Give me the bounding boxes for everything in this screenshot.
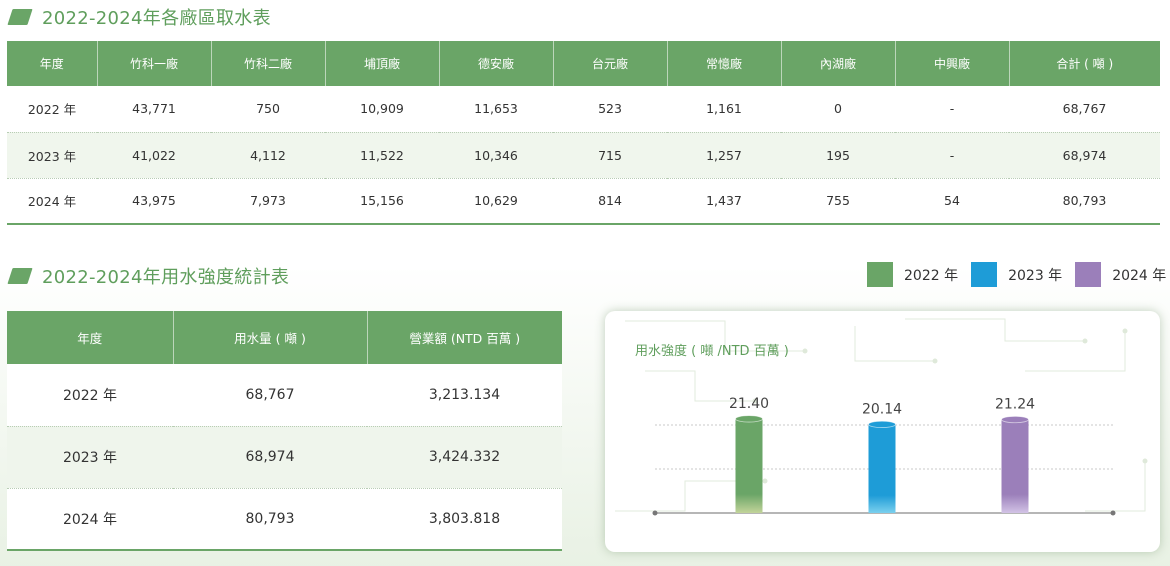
chart-bar-cap-2 (1001, 415, 1029, 424)
chart-data-label-2: 21.24 (995, 397, 1035, 413)
water-intensity-bar-chart: 21.40 20.14 21.24 (652, 396, 1116, 516)
table-cell: 43,771 (97, 86, 211, 133)
table-row: 2022 年 43,771 750 10,909 11,653 523 1,16… (7, 86, 1160, 133)
chart-legend: 2022 年 2023 年 2024 年 (867, 262, 1166, 287)
header-changyi-fab: 常憶廠 (666, 41, 781, 86)
header-zhongxing-fab: 中興廠 (894, 41, 1009, 86)
table-cell: - (895, 132, 1009, 179)
table-cell: 1,437 (667, 178, 781, 225)
legend-swatch (971, 262, 998, 287)
table-cell: 750 (211, 86, 325, 133)
header-taiyuan-fab: 台元廠 (552, 41, 667, 86)
header-revenue: 營業額 (NTD 百萬 ) (366, 311, 562, 364)
table-cell: 43,975 (97, 178, 211, 225)
chart-bar-1 (868, 424, 896, 513)
header-year: 年度 (7, 41, 97, 86)
table-cell: 80,793 (1009, 178, 1160, 225)
chart-bar-0 (735, 418, 763, 513)
table-cell: 68,974 (1009, 132, 1160, 179)
legend-swatch (867, 262, 893, 287)
header-hsinchu-fab1: 竹科一廠 (96, 41, 211, 86)
table-cell: 3,424.332 (367, 426, 562, 489)
title-marker-icon (7, 268, 33, 284)
circuit-background (615, 318, 1148, 512)
header-water-usage: 用水量 ( 噸 ) (172, 311, 367, 364)
section-title-text: 2022-2024年各廠區取水表 (42, 8, 271, 29)
chart-axis-endpoint (652, 510, 658, 516)
table-cell: 10,629 (439, 178, 553, 225)
table-cell: 68,767 (1009, 86, 1160, 133)
table-cell: 2023 年 (7, 132, 97, 179)
table-cell: 80,793 (173, 488, 367, 551)
table-cell: 755 (781, 178, 895, 225)
table-cell: 11,653 (439, 86, 553, 133)
water-intensity-table: 年度 用水量 ( 噸 ) 營業額 (NTD 百萬 ) 2022 年 68,767… (7, 311, 562, 551)
table-cell: 10,346 (439, 132, 553, 179)
chart-data-label-1: 20.14 (862, 401, 902, 417)
table-cell: 7,973 (211, 178, 325, 225)
table-cell: 54 (895, 178, 1009, 225)
table-cell: 2022 年 (7, 86, 97, 133)
table-cell: 0 (781, 86, 895, 133)
table-cell: 11,522 (325, 132, 439, 179)
table-cell: 3,803.818 (367, 488, 562, 551)
table-cell: 10,909 (325, 86, 439, 133)
table-row: 2024 年 43,975 7,973 15,156 10,629 814 1,… (7, 178, 1160, 225)
header-hsinchu-fab2: 竹科二廠 (210, 41, 325, 86)
chart-bar-cap-0 (735, 415, 763, 423)
water-intensity-chart-card: 用水強度 ( 噸 /NTD 百萬 ) 21.40 20.14 21.24 (605, 311, 1160, 552)
table-row: 2023 年 68,974 3,424.332 (7, 426, 562, 489)
table-cell: 1,161 (667, 86, 781, 133)
table-cell: 1,257 (667, 132, 781, 179)
legend-item-2024: 2024 年 (1075, 262, 1166, 287)
table-cell: 3,213.134 (367, 364, 562, 427)
section-title-water-intensity: 2022-2024年用水強度統計表 (7, 263, 290, 289)
water-withdrawal-table: 年度 竹科一廠 竹科二廠 埔頂廠 德安廠 台元廠 常憶廠 內湖廠 中興廠 合計 … (7, 41, 1160, 225)
header-total: 合計 ( 噸 ) (1008, 41, 1160, 86)
table-cell: 41,022 (97, 132, 211, 179)
table-cell: 2022 年 (7, 364, 173, 427)
section-title-text: 2022-2024年用水強度統計表 (42, 267, 290, 288)
table-cell: 715 (553, 132, 667, 179)
table-cell: 195 (781, 132, 895, 179)
table-cell: 2024 年 (7, 178, 97, 225)
chart-title: 用水強度 ( 噸 /NTD 百萬 ) (635, 344, 789, 359)
legend-label: 2023 年 (1008, 267, 1063, 284)
chart-data-label-0: 21.40 (729, 396, 769, 412)
table-row: 2024 年 80,793 3,803.818 (7, 488, 562, 551)
header-puding-fab: 埔頂廠 (324, 41, 439, 86)
legend-item-2023: 2023 年 (971, 262, 1062, 287)
table-cell: 814 (553, 178, 667, 225)
table-cell: 2023 年 (7, 426, 173, 489)
chart-bar-2 (1001, 419, 1029, 513)
header-neihu-fab: 內湖廠 (780, 41, 895, 86)
legend-label: 2024 年 (1112, 267, 1167, 284)
legend-item-2022: 2022 年 (867, 262, 958, 287)
table-cell: 523 (553, 86, 667, 133)
table-header-row: 年度 竹科一廠 竹科二廠 埔頂廠 德安廠 台元廠 常憶廠 內湖廠 中興廠 合計 … (7, 41, 1160, 86)
table-cell: - (895, 86, 1009, 133)
table-cell: 68,767 (173, 364, 367, 427)
legend-swatch (1075, 262, 1102, 287)
chart-axis-endpoint (1110, 510, 1116, 516)
table-row: 2022 年 68,767 3,213.134 (7, 364, 562, 427)
chart-bar-cap-1 (868, 420, 896, 428)
table-row: 2023 年 41,022 4,112 11,522 10,346 715 1,… (7, 132, 1160, 179)
header-dean-fab: 德安廠 (438, 41, 553, 86)
table-cell: 2024 年 (7, 488, 173, 551)
table-cell: 4,112 (211, 132, 325, 179)
table-header-row: 年度 用水量 ( 噸 ) 營業額 (NTD 百萬 ) (7, 311, 562, 364)
section-title-water-withdrawal: 2022-2024年各廠區取水表 (7, 4, 271, 30)
title-marker-icon (7, 9, 33, 25)
legend-label: 2022 年 (904, 267, 959, 284)
header-year: 年度 (7, 311, 173, 364)
table-cell: 15,156 (325, 178, 439, 225)
table-cell: 68,974 (173, 426, 367, 489)
